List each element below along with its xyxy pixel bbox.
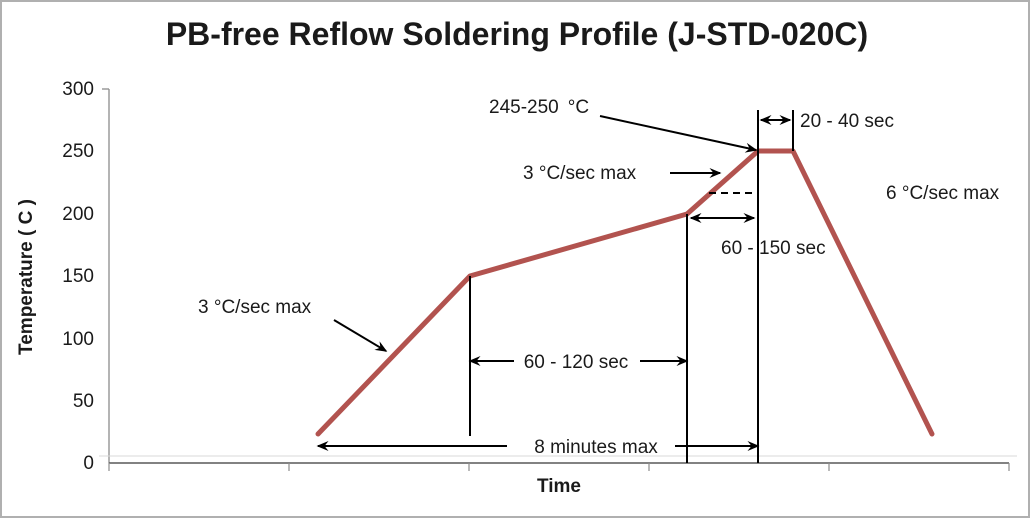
svg-text:20 - 40 sec: 20 - 40 sec — [800, 111, 894, 132]
svg-text:60 - 150 sec: 60 - 150 sec — [721, 238, 826, 259]
svg-text:200: 200 — [62, 204, 94, 225]
svg-text:100: 100 — [62, 329, 94, 350]
svg-text:300: 300 — [62, 79, 94, 100]
svg-text:50: 50 — [73, 391, 94, 412]
svg-text:245-250 °C: 245-250 °C — [489, 97, 589, 118]
svg-text:3 °C/sec max: 3 °C/sec max — [198, 297, 312, 318]
svg-text:150: 150 — [62, 266, 94, 287]
svg-text:6 °C/sec max: 6 °C/sec max — [886, 183, 1000, 204]
svg-text:Temperature ( C ): Temperature ( C ) — [16, 199, 37, 355]
svg-text:3 °C/sec max: 3 °C/sec max — [523, 163, 637, 184]
svg-text:60 - 120 sec: 60 - 120 sec — [524, 352, 629, 373]
svg-text:8 minutes max: 8 minutes max — [534, 437, 658, 458]
svg-text:250: 250 — [62, 141, 94, 162]
svg-text:0: 0 — [83, 453, 94, 474]
svg-text:Time: Time — [537, 476, 581, 497]
